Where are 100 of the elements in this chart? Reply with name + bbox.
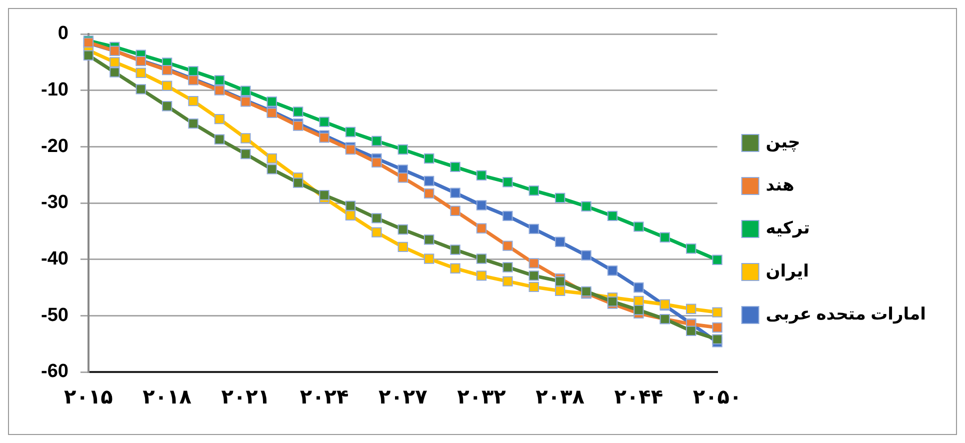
point bbox=[712, 334, 722, 344]
point bbox=[398, 224, 408, 235]
point bbox=[240, 86, 251, 96]
point bbox=[188, 96, 198, 106]
x-tick-label: ۲۰۴۴ bbox=[614, 386, 664, 409]
x-tick-label: ۲۰۲۴ bbox=[300, 386, 349, 409]
point bbox=[686, 244, 696, 254]
point bbox=[476, 254, 487, 264]
point bbox=[634, 222, 644, 232]
point bbox=[581, 201, 592, 212]
point bbox=[554, 236, 566, 247]
point bbox=[554, 276, 566, 286]
x-tick-label: ۲۰۱۵ bbox=[64, 386, 113, 409]
point bbox=[214, 134, 225, 144]
point bbox=[528, 186, 539, 196]
point bbox=[712, 307, 722, 318]
point bbox=[502, 177, 513, 188]
point bbox=[266, 153, 277, 164]
point bbox=[424, 234, 434, 245]
point bbox=[424, 254, 434, 264]
point bbox=[292, 178, 304, 188]
point bbox=[476, 223, 487, 234]
x-tick-label: ۲۰۱۸ bbox=[142, 386, 192, 409]
point bbox=[292, 120, 304, 131]
point bbox=[607, 266, 618, 276]
point bbox=[292, 106, 304, 117]
point bbox=[634, 296, 644, 306]
x-tick-label: ۲۰۵۰ bbox=[692, 386, 742, 409]
legend-label: امارات متحده عربی bbox=[766, 304, 926, 325]
legend-label: چین bbox=[766, 132, 800, 153]
point bbox=[83, 50, 94, 61]
point bbox=[686, 304, 696, 314]
point bbox=[581, 250, 592, 260]
point bbox=[136, 68, 146, 78]
y-tick-label: -10 bbox=[40, 80, 68, 101]
point bbox=[110, 57, 120, 68]
point bbox=[476, 270, 487, 281]
point bbox=[450, 162, 460, 172]
x-tick-label: ۲۰۳۲ bbox=[457, 386, 506, 409]
y-tick-label: -40 bbox=[40, 248, 68, 270]
point bbox=[136, 84, 146, 94]
point bbox=[214, 114, 225, 124]
point bbox=[345, 126, 356, 138]
point bbox=[345, 210, 356, 220]
point bbox=[554, 286, 566, 296]
point bbox=[240, 133, 251, 144]
point bbox=[319, 116, 330, 127]
point bbox=[528, 258, 539, 268]
point bbox=[398, 172, 408, 183]
point bbox=[345, 144, 356, 155]
point bbox=[502, 262, 513, 272]
point bbox=[502, 240, 513, 251]
point bbox=[450, 244, 460, 255]
point bbox=[528, 282, 539, 292]
point bbox=[686, 326, 696, 336]
legend-label: ترکیه bbox=[766, 218, 810, 239]
point bbox=[502, 210, 513, 222]
point bbox=[712, 254, 722, 265]
legend-label: ایران bbox=[766, 262, 809, 282]
y-tick-label: 0 bbox=[58, 23, 68, 44]
point bbox=[502, 276, 513, 286]
point bbox=[607, 296, 618, 307]
point bbox=[450, 263, 460, 274]
point bbox=[372, 136, 382, 146]
y-tick-label: -50 bbox=[40, 304, 68, 326]
point bbox=[319, 132, 330, 143]
point bbox=[634, 304, 644, 316]
point bbox=[319, 190, 330, 200]
point bbox=[266, 164, 277, 174]
point bbox=[188, 66, 198, 76]
point bbox=[424, 176, 434, 186]
point bbox=[634, 282, 644, 293]
x-tick-label: ۲۰۳۸ bbox=[536, 386, 584, 409]
point bbox=[528, 224, 539, 234]
point bbox=[554, 192, 566, 204]
point bbox=[607, 210, 618, 222]
point bbox=[450, 206, 460, 216]
point bbox=[476, 170, 487, 180]
point bbox=[712, 322, 722, 333]
y-tick-label: -20 bbox=[40, 136, 68, 157]
point bbox=[214, 75, 225, 86]
x-tick-label: ۲۰۲۱ bbox=[221, 386, 270, 409]
point bbox=[162, 80, 172, 91]
point bbox=[266, 96, 277, 107]
point bbox=[188, 118, 198, 129]
point bbox=[162, 101, 172, 112]
point bbox=[240, 148, 251, 160]
point bbox=[450, 188, 460, 198]
point bbox=[476, 200, 487, 210]
point bbox=[424, 188, 434, 199]
y-tick-label: -60 bbox=[40, 361, 68, 382]
point bbox=[398, 144, 408, 155]
point bbox=[372, 157, 382, 168]
point bbox=[528, 270, 539, 281]
point bbox=[372, 213, 382, 224]
point bbox=[660, 232, 670, 242]
point bbox=[372, 227, 382, 238]
point bbox=[345, 200, 356, 211]
point bbox=[398, 242, 408, 252]
point bbox=[424, 153, 434, 164]
